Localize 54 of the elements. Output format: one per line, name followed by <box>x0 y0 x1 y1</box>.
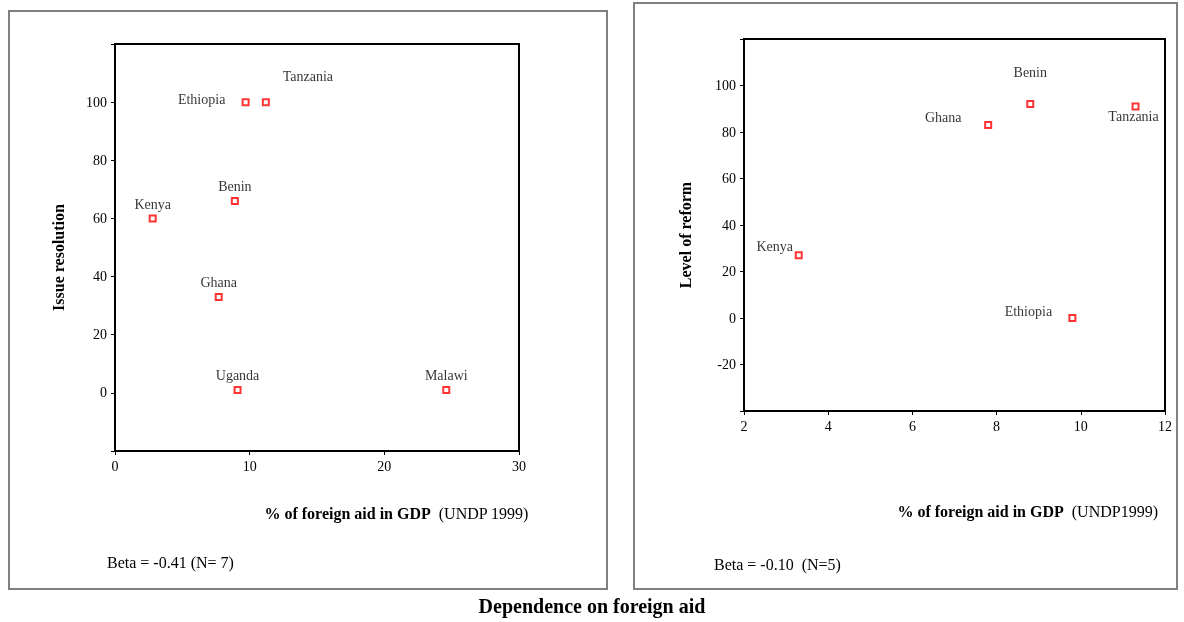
point <box>261 98 270 107</box>
y-tick-label: 0 <box>100 385 107 401</box>
y-tick-label: 60 <box>93 210 107 226</box>
point <box>214 292 223 301</box>
text: Dependence on foreign aid <box>477 594 707 618</box>
y-tick-label: 0 <box>729 310 736 326</box>
annotation: Ethiopia <box>177 91 227 107</box>
point <box>984 121 993 130</box>
y-tick-label: 20 <box>722 264 736 279</box>
y-tick-label: 40 <box>722 217 736 233</box>
y-axis-title: Level of reform <box>676 181 694 289</box>
y-tick-label: 60 <box>722 171 736 186</box>
point <box>1026 100 1035 109</box>
annotation: Uganda <box>215 368 261 384</box>
annotation: Malawi <box>424 368 468 384</box>
annotation: Ethiopia <box>1004 303 1053 319</box>
x-axis-title: % of foreign aid in GDP (UNDP 1999) <box>264 504 529 523</box>
y-tick-label: 20 <box>93 327 107 343</box>
x-tick-label: 10 <box>242 458 257 474</box>
annotation: Tanzania <box>1108 108 1160 124</box>
x-tick-label: 2 <box>740 418 748 434</box>
y-tick-label: 40 <box>93 269 107 285</box>
text: Beta = -0.10 (N=5) <box>714 555 841 574</box>
y-tick-label: -20 <box>717 357 736 372</box>
point <box>794 251 803 260</box>
y-tick-label: 100 <box>86 94 107 110</box>
x-tick-label: 8 <box>993 418 1001 434</box>
x-tick-label: 4 <box>824 418 832 434</box>
annotation: Ghana <box>200 275 238 291</box>
annotation: Ghana <box>924 109 963 125</box>
y-tick-label: 100 <box>715 78 736 93</box>
point <box>230 196 239 205</box>
point <box>1068 314 1077 322</box>
x-tick-label: 10 <box>1073 418 1088 434</box>
annotation: Benin <box>218 179 252 195</box>
annotation: Kenya <box>756 238 794 254</box>
point <box>1131 102 1140 111</box>
point <box>241 98 250 107</box>
x-tick-label: 30 <box>512 458 526 474</box>
point <box>442 385 451 394</box>
x-tick-label: 12 <box>1158 418 1172 434</box>
x-tick-label: 0 <box>111 458 119 474</box>
annotation: Benin <box>1013 64 1048 80</box>
y-tick-label: 80 <box>93 152 107 168</box>
x-tick-label: 6 <box>908 418 916 434</box>
y-axis-title: Issue resolution <box>49 203 67 311</box>
y-tick-label: 80 <box>722 124 736 140</box>
point <box>233 385 242 394</box>
annotation: Tanzania <box>282 68 334 84</box>
point <box>148 214 157 223</box>
x-tick-label: 20 <box>377 458 392 474</box>
x-axis-title: % of foreign aid in GDP (UNDP1999) <box>897 502 1158 521</box>
text: Beta = -0.41 (N= 7) <box>107 553 234 572</box>
annotation: Kenya <box>134 196 172 212</box>
